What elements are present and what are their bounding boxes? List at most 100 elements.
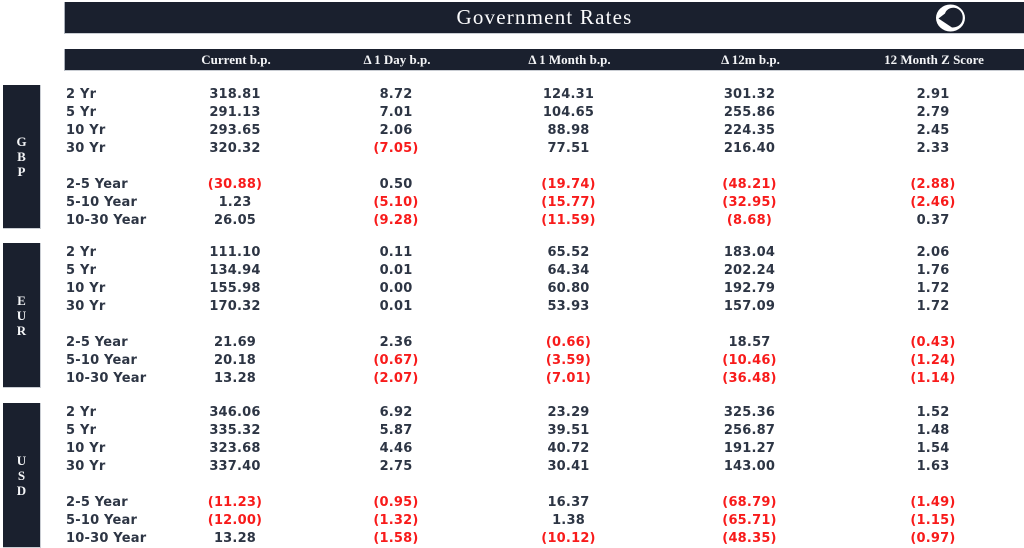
zscore-value: 2.91 xyxy=(916,86,950,102)
delta-1day-value: 0.11 xyxy=(379,244,413,260)
delta-1day-value: 8.72 xyxy=(379,86,413,102)
delta-12m-value: 18.57 xyxy=(728,335,771,351)
column-header-delta-12m: Δ 12m b.p. xyxy=(721,51,780,67)
table-row: 5-10 Year 1.23 (5.10) (15.77) (32.95) (2… xyxy=(64,193,1024,211)
zscore-value: (2.46) xyxy=(910,194,956,210)
current-bp-value: (30.88) xyxy=(207,176,263,192)
table-row xyxy=(64,157,1024,175)
table-row: 2-5 Year (30.88) 0.50 (19.74) (48.21) (2… xyxy=(64,175,1024,193)
delta-1day-value: 4.46 xyxy=(379,440,413,456)
current-bp-value: 318.81 xyxy=(209,86,261,102)
delta-12m-value: (68.79) xyxy=(722,495,777,511)
tenor-label: 10 Yr xyxy=(66,440,106,456)
delta-1month-value: (7.01) xyxy=(545,371,592,387)
delta-1day-value: (7.05) xyxy=(373,140,419,156)
current-bp-value: 346.06 xyxy=(209,404,261,420)
column-header-delta-1month: Δ 1 Month b.p. xyxy=(528,51,611,67)
tenor-label: 10 Yr xyxy=(66,122,106,138)
tenor-label: 5 Yr xyxy=(66,104,97,120)
delta-1month-value: 60.80 xyxy=(547,280,590,296)
delta-1day-value: 0.00 xyxy=(379,280,413,296)
tenor-label: 10-30 Year xyxy=(66,212,147,228)
table-row: 10 Yr 323.68 4.46 40.72 191.27 1.54 xyxy=(64,439,1024,457)
delta-1day-value: 2.75 xyxy=(379,458,413,474)
tenor-label: 2 Yr xyxy=(66,404,97,420)
delta-12m-value: (65.71) xyxy=(722,513,777,529)
delta-1month-value: 39.51 xyxy=(547,422,590,438)
table-row: 5-10 Year 20.18 (0.67) (3.59) (10.46) (1… xyxy=(64,352,1024,370)
section-usd: U S D 2 Yr 346.06 6.92 23.29 325.36 1.52… xyxy=(0,403,1024,548)
delta-1day-value: 0.50 xyxy=(379,176,413,192)
current-bp-value: 13.28 xyxy=(213,531,257,547)
zscore-value: 1.76 xyxy=(916,262,950,278)
delta-1day-value: 2.36 xyxy=(379,335,413,351)
current-bp-value: 323.68 xyxy=(209,440,261,456)
table-row: 5 Yr 335.32 5.87 39.51 256.87 1.48 xyxy=(64,421,1024,439)
delta-1month-value: 77.51 xyxy=(547,140,590,156)
table-row: 10-30 Year 13.28 (2.07) (7.01) (36.48) (… xyxy=(64,370,1024,388)
table-row: 10-30 Year 13.28 (1.58) (10.12) (48.35) … xyxy=(64,530,1024,548)
zscore-value: 1.52 xyxy=(916,404,950,420)
delta-1month-value: (11.59) xyxy=(541,212,596,228)
zscore-value: (1.14) xyxy=(910,371,956,387)
delta-12m-value: 256.87 xyxy=(723,422,776,438)
delta-1month-value: 1.38 xyxy=(552,513,585,529)
delta-1day-value: 5.87 xyxy=(379,422,413,438)
zscore-value: 1.72 xyxy=(916,280,950,296)
delta-1month-value: 104.65 xyxy=(542,104,595,120)
column-header-current-bp: Current b.p. xyxy=(201,51,271,67)
delta-1month-value: (0.66) xyxy=(545,335,592,351)
current-bp-value: 21.69 xyxy=(213,335,257,351)
table-row xyxy=(64,476,1024,494)
current-bp-value: 13.28 xyxy=(213,371,257,387)
delta-12m-value: 325.36 xyxy=(723,404,776,420)
tenor-label: 2-5 Year xyxy=(66,335,128,351)
delta-1month-value: (3.59) xyxy=(545,353,592,369)
zscore-value: (0.97) xyxy=(910,531,956,547)
zscore-value: 2.79 xyxy=(916,104,950,120)
delta-1day-value: (1.58) xyxy=(373,531,419,547)
zscore-value: 2.45 xyxy=(916,122,950,138)
tenor-label: 5 Yr xyxy=(66,422,97,438)
tenor-label: 5-10 Year xyxy=(66,513,138,529)
delta-12m-value: (32.95) xyxy=(722,194,777,210)
rates-table-usd: 2 Yr 346.06 6.92 23.29 325.36 1.52 5 Yr … xyxy=(64,403,1024,548)
delta-12m-value: 191.27 xyxy=(723,440,776,456)
delta-12m-value: 224.35 xyxy=(723,122,776,138)
tenor-label: 2-5 Year xyxy=(66,176,128,192)
delta-1day-value: 0.01 xyxy=(379,298,413,314)
delta-1month-value: 53.93 xyxy=(547,298,590,314)
delta-12m-value: 255.86 xyxy=(723,104,776,120)
section-gbp: G B P 2 Yr 318.81 8.72 124.31 301.32 2.9… xyxy=(0,85,1024,229)
delta-1month-value: 30.41 xyxy=(547,458,590,474)
column-header-row: Current b.p. Δ 1 Day b.p. Δ 1 Month b.p.… xyxy=(64,49,1024,71)
tenor-label: 2 Yr xyxy=(66,244,97,260)
zscore-value: (1.24) xyxy=(910,353,956,369)
zscore-value: (2.88) xyxy=(910,176,956,192)
delta-1day-value: 7.01 xyxy=(379,104,413,120)
current-bp-value: 335.32 xyxy=(209,422,261,438)
table-row: 5 Yr 291.13 7.01 104.65 255.86 2.79 xyxy=(64,103,1024,121)
table-row: 5-10 Year (12.00) (1.32) 1.38 (65.71) (1… xyxy=(64,512,1024,530)
zscore-value: 1.72 xyxy=(916,298,950,314)
table-row: 30 Yr 337.40 2.75 30.41 143.00 1.63 xyxy=(64,457,1024,475)
current-bp-value: 320.32 xyxy=(209,140,261,156)
delta-12m-value: (36.48) xyxy=(722,371,777,387)
section-eur: E U R 2 Yr 111.10 0.11 65.52 183.04 2.06… xyxy=(0,243,1024,388)
current-bp-value: 111.10 xyxy=(209,244,261,260)
tenor-label: 10-30 Year xyxy=(66,371,147,387)
currency-label-usd: U S D xyxy=(3,403,41,548)
zscore-value: (1.49) xyxy=(910,495,956,511)
delta-12m-value: 216.40 xyxy=(723,140,776,156)
zscore-value: 1.63 xyxy=(916,458,950,474)
current-bp-value: 337.40 xyxy=(209,458,261,474)
delta-1day-value: (5.10) xyxy=(373,194,419,210)
current-bp-value: (11.23) xyxy=(207,495,263,511)
current-bp-value: 134.94 xyxy=(209,262,261,278)
table-row: 10 Yr 293.65 2.06 88.98 224.35 2.45 xyxy=(64,121,1024,139)
column-header-delta-1day: Δ 1 Day b.p. xyxy=(363,51,431,67)
zscore-value: 2.06 xyxy=(916,244,950,260)
delta-12m-value: (8.68) xyxy=(726,212,773,228)
current-bp-value: 293.65 xyxy=(209,122,261,138)
